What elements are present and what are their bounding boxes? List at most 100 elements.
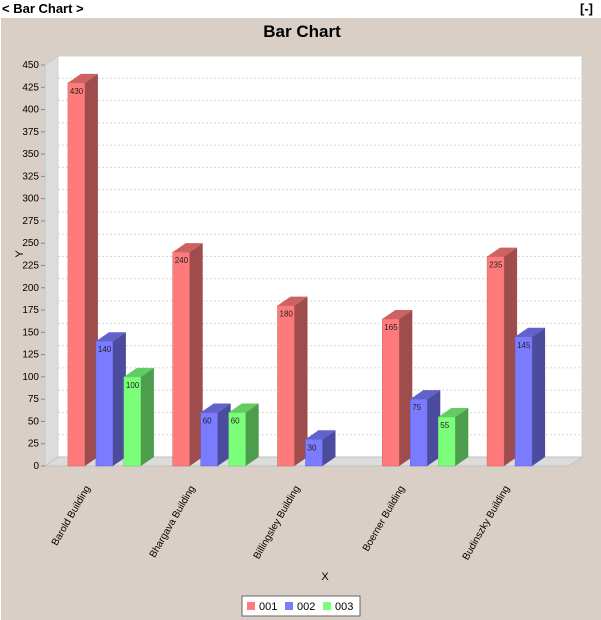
bar-value-label: 30: [308, 443, 317, 452]
chart-title: Bar Chart: [263, 22, 341, 41]
bar-value-label: 60: [203, 417, 212, 426]
legend-swatch: [323, 602, 331, 610]
bar-top: [95, 332, 126, 342]
y-tick-label: 425: [22, 82, 39, 93]
bar-value-label: 145: [517, 341, 531, 350]
bar-side: [532, 327, 546, 466]
bar-002-2: 30: [305, 430, 336, 467]
y-tick-label: 50: [28, 416, 40, 427]
window-titlebar: < Bar Chart > [-]: [0, 0, 601, 18]
bar-003-3: 55: [438, 407, 469, 467]
y-tick-label: 275: [22, 216, 39, 227]
plot-left-wall: [44, 55, 59, 467]
bar-002-4: 145: [514, 327, 546, 467]
bar-value-label: 240: [175, 256, 189, 265]
bar-front: [123, 376, 142, 467]
legend-label: 003: [335, 601, 353, 613]
legend: 001 002 003: [241, 595, 361, 617]
y-tick-label: 75: [28, 394, 40, 405]
bar-value-label: 60: [231, 417, 240, 426]
x-tick-label: Billingsley Building: [252, 484, 303, 561]
bar-side: [189, 243, 203, 466]
bar-front: [486, 256, 505, 467]
y-tick-label: 250: [22, 238, 39, 249]
bar-top: [67, 73, 98, 83]
bar-side: [112, 332, 126, 466]
bar-value-label: 180: [280, 310, 294, 319]
y-tick-label: 350: [22, 149, 39, 160]
bar-001-3: 165: [382, 309, 413, 467]
bar-value-label: 100: [126, 381, 140, 390]
bar-top: [228, 403, 259, 413]
bar-side: [294, 296, 308, 466]
bar-top: [123, 367, 154, 377]
bar-002-1: 60: [200, 403, 231, 467]
bar-side: [217, 403, 231, 466]
y-tick-label: 25: [28, 439, 40, 450]
y-tick-label: 375: [22, 127, 39, 138]
legend-label: 002: [297, 601, 315, 613]
bar-front: [277, 305, 295, 467]
bar-value-label: 430: [70, 87, 84, 96]
bar-value-label: 140: [98, 345, 112, 354]
bar-value-label: 75: [412, 403, 421, 412]
y-tick-label: 200: [22, 283, 39, 294]
x-tick-label: Bhargava Building: [148, 484, 198, 560]
legend-swatch: [247, 602, 255, 610]
y-tick-label: 400: [22, 105, 39, 116]
bar-001-0: 430: [67, 73, 98, 467]
bar-front: [67, 82, 86, 467]
bar-side: [140, 367, 154, 466]
bar-side: [84, 73, 98, 467]
bar-front: [172, 251, 190, 467]
y-tick-label: 450: [22, 60, 39, 71]
bar-top: [277, 296, 308, 306]
x-tick-label: Boerner Building: [361, 484, 407, 554]
legend-box: [241, 595, 361, 617]
bar-002-0: 140: [95, 332, 126, 467]
bar-001-4: 235: [486, 247, 518, 467]
window-title: < Bar Chart >: [2, 1, 84, 16]
y-tick-label: 0: [33, 461, 39, 472]
bar-value-label: 235: [489, 261, 503, 270]
x-tick-label: Barold Building: [50, 484, 93, 548]
y-tick-label: 125: [22, 350, 39, 361]
bar-front: [382, 318, 400, 467]
bar-top: [515, 327, 546, 337]
bar-value-label: 165: [384, 323, 398, 332]
legend-swatch: [285, 602, 293, 610]
bar-side: [322, 430, 336, 466]
bar-top: [172, 243, 203, 253]
bar-top: [200, 403, 231, 413]
minimize-button[interactable]: [-]: [580, 1, 593, 16]
bar-top: [438, 407, 469, 417]
legend-label: 001: [259, 601, 277, 613]
plot-area: 0 25 50 75 100 125 150 175 200 225 250 275 300 325 350…: [22, 55, 584, 562]
x-axis-label: X: [321, 571, 329, 583]
y-tick-label: 225: [22, 261, 39, 272]
y-tick-label: 100: [22, 372, 39, 383]
bar-front: [95, 340, 114, 467]
y-tick-label: 325: [22, 171, 39, 182]
bar-top: [410, 390, 441, 400]
bar-side: [427, 390, 441, 466]
y-tick-label: 150: [22, 327, 39, 338]
bar-side: [399, 309, 413, 466]
y-tick-label: 300: [22, 194, 39, 205]
bar-001-1: 240: [172, 243, 203, 467]
bar-003-0: 100: [123, 367, 154, 467]
bar-value-label: 55: [440, 421, 449, 430]
bar-side: [245, 403, 259, 466]
bar-top: [305, 430, 336, 440]
bar-002-3: 75: [410, 390, 441, 467]
bar-side: [455, 407, 469, 466]
bar-001-2: 180: [277, 296, 308, 467]
x-tick-label: Budinszky Building: [461, 484, 512, 562]
bar-side: [504, 247, 518, 466]
y-axis-label: Y: [14, 250, 26, 258]
bar-003-1: 60: [228, 403, 259, 467]
bar-top: [487, 247, 518, 257]
bar-top: [382, 309, 413, 319]
y-tick-label: 175: [22, 305, 39, 316]
